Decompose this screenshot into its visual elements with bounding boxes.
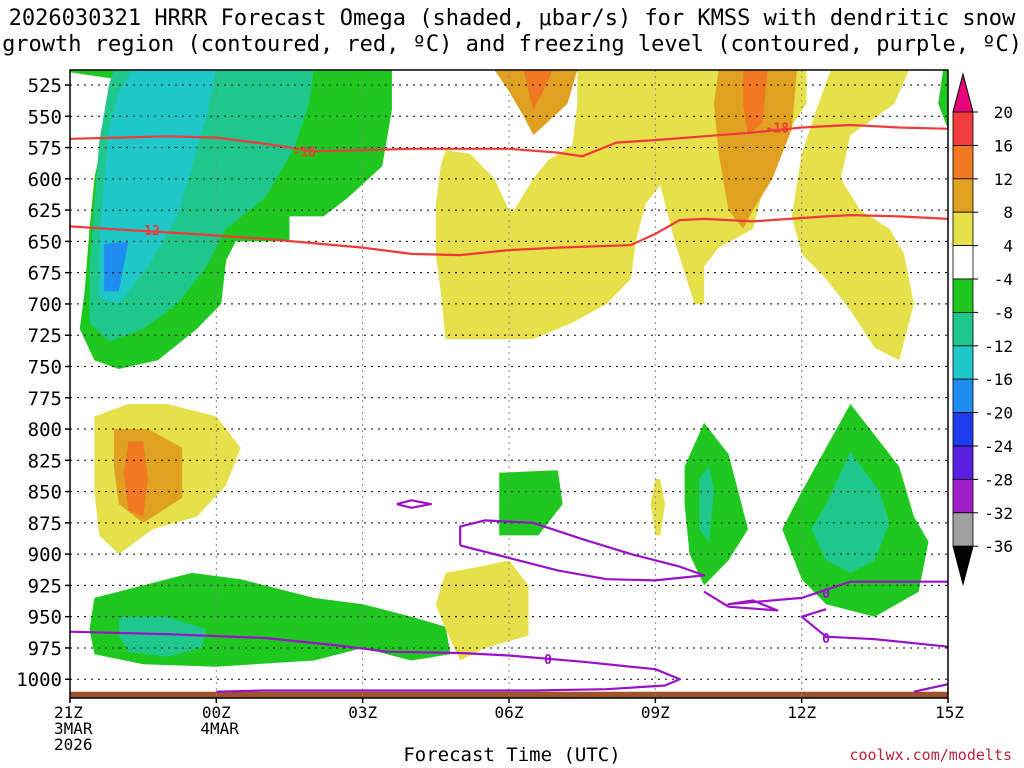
y-tick-label-575: 575 xyxy=(28,138,62,160)
plot-frame xyxy=(69,69,949,699)
colorbar-segment-13 xyxy=(952,512,974,547)
y-tick-label-950: 950 xyxy=(28,607,62,629)
x-tick-sublabel2-0: 2026 xyxy=(54,735,93,754)
colorbar-label-12: -32 xyxy=(984,504,1013,523)
colorbar-label-2: 12 xyxy=(994,170,1013,189)
chart-title-line1: 2026030321 HRRR Forecast Omega (shaded, … xyxy=(8,6,1016,31)
colorbar-label-5: -4 xyxy=(994,270,1013,289)
omega-region-neg4-18 xyxy=(499,470,563,536)
y-tick-label-700: 700 xyxy=(28,294,62,316)
colorbar-label-11: -28 xyxy=(984,470,1013,489)
x-tick-sublabel1-1: 4MAR xyxy=(200,719,239,738)
omega-region-pos4-9 xyxy=(435,70,705,339)
contour-4 xyxy=(703,580,948,612)
contour-2 xyxy=(70,630,681,693)
colorbar-segment-5 xyxy=(952,245,974,280)
y-tick-label-600: 600 xyxy=(28,169,62,191)
colorbar-segment-11 xyxy=(952,445,974,480)
y-tick-label-925: 925 xyxy=(28,575,62,597)
omega-region-pos4-17 xyxy=(435,560,529,661)
contour-0 xyxy=(70,214,948,257)
contour-5 xyxy=(800,608,948,648)
omega-region-neg8-23 xyxy=(811,451,890,573)
contour-7 xyxy=(913,683,948,693)
x-axis-label: Forecast Time (UTC) xyxy=(403,744,621,766)
y-tick-label-800: 800 xyxy=(28,419,62,441)
omega-region-pos8-13 xyxy=(713,70,797,229)
colorbar-segment-1 xyxy=(952,111,974,146)
y-tick-label-975: 975 xyxy=(28,638,62,660)
y-tick-label-850: 850 xyxy=(28,482,62,504)
y-tick-label-875: 875 xyxy=(28,513,62,535)
y-tick-label-825: 825 xyxy=(28,450,62,472)
colorbar-segment-bottom xyxy=(952,545,974,587)
x-tick-label-1: 00Z xyxy=(202,703,231,722)
colorbar-label-9: -20 xyxy=(984,404,1013,423)
y-tick-label-1000: 1000 xyxy=(16,669,62,691)
colorbar-segment-8 xyxy=(952,345,974,380)
colorbar-segment-10 xyxy=(952,412,974,447)
x-tick-sublabel1-0: 3MAR xyxy=(54,719,93,738)
colorbar-segment-12 xyxy=(952,478,974,514)
x-tick-label-2: 03Z xyxy=(348,703,377,722)
colorbar-label-10: -24 xyxy=(984,437,1013,456)
omega-region-neg8-21 xyxy=(699,466,714,542)
colorbar-label-7: -12 xyxy=(984,337,1013,356)
omega-region-pos12-14 xyxy=(523,70,553,110)
colorbar-label-6: -8 xyxy=(994,303,1013,322)
x-tick-label-0: 21Z xyxy=(54,703,83,722)
colorbar-label-13: -36 xyxy=(984,537,1013,556)
contour-label-1-b: -18 xyxy=(766,122,790,137)
x-tick-label-3: 06Z xyxy=(495,703,524,722)
colorbar-segment-3 xyxy=(952,178,974,213)
contour-3 xyxy=(459,519,706,582)
colorbar-label-3: 8 xyxy=(1003,203,1013,222)
colorbar-label-0: 20 xyxy=(994,103,1013,122)
contour-1 xyxy=(70,123,948,158)
colorbar-label-1: 16 xyxy=(994,136,1013,155)
colorbar-segment-6 xyxy=(952,278,974,313)
contour-label-4: 0 xyxy=(822,587,830,602)
omega-region-neg16-3 xyxy=(104,241,129,292)
y-tick-label-650: 650 xyxy=(28,231,62,253)
contour-label-1: -18 xyxy=(292,145,316,160)
x-tick-label-5: 12Z xyxy=(787,703,816,722)
omega-region-neg8-8 xyxy=(118,616,207,657)
y-tick-label-625: 625 xyxy=(28,200,62,222)
y-tick-label-550: 550 xyxy=(28,106,62,128)
y-tick-label-725: 725 xyxy=(28,325,62,347)
contour-label-0: -12 xyxy=(136,224,159,239)
y-tick-label-900: 900 xyxy=(28,544,62,566)
contour-label-5: 0 xyxy=(822,632,830,647)
colorbar-label-8: -16 xyxy=(984,370,1013,389)
y-tick-label-750: 750 xyxy=(28,356,62,378)
omega-region-neg12-2 xyxy=(99,70,217,304)
omega-region-pos4-19 xyxy=(650,479,666,536)
colorbar-segment-7 xyxy=(952,311,974,347)
contour-6 xyxy=(396,499,433,509)
omega-region-neg4-20 xyxy=(684,422,748,586)
site-credit: coolwx.com/modelts xyxy=(849,746,1012,764)
y-tick-label-525: 525 xyxy=(28,75,62,97)
colorbar-segment-top xyxy=(952,72,974,113)
x-tick-label-4: 09Z xyxy=(641,703,670,722)
colorbar-label-4: 4 xyxy=(1003,237,1013,256)
colorbar-segment-4 xyxy=(952,211,974,246)
contour-label-2: 0 xyxy=(544,653,552,668)
y-tick-label-775: 775 xyxy=(28,388,62,410)
omega-region-pos12-15 xyxy=(743,70,768,136)
chart-title-line2: growth region (contoured, red, ºC) and f… xyxy=(2,32,1022,57)
x-tick-label-6: 15Z xyxy=(935,703,964,722)
colorbar-segment-9 xyxy=(952,378,974,414)
colorbar-segment-2 xyxy=(952,144,974,180)
y-tick-label-675: 675 xyxy=(28,263,62,285)
